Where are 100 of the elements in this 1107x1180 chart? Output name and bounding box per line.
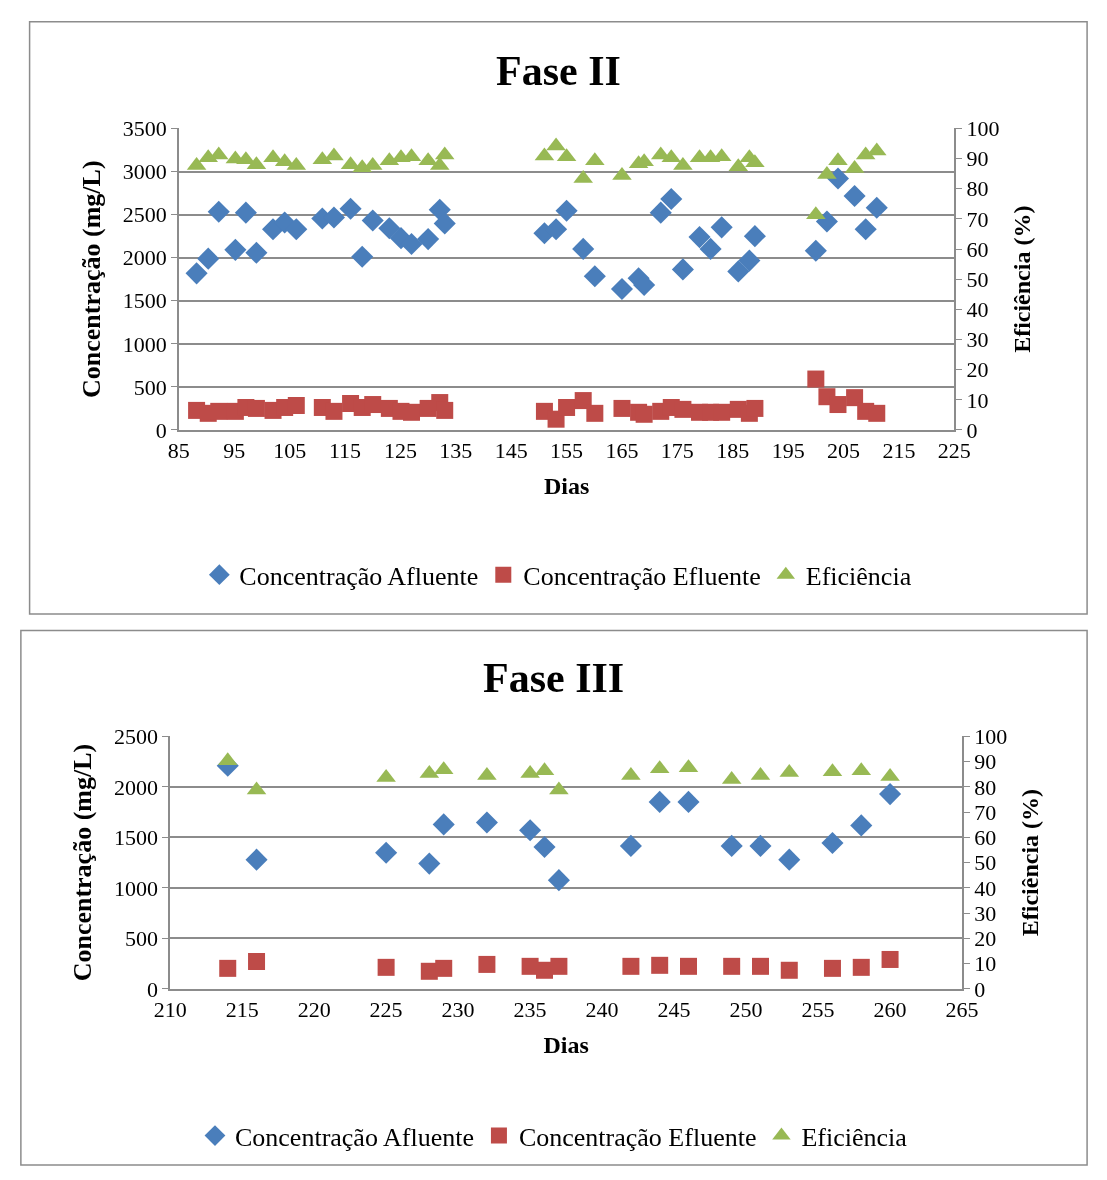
- y2-tick-label: 90: [974, 749, 997, 775]
- y2-tick-label: 30: [966, 327, 989, 353]
- x-tick-label: 125: [383, 438, 417, 464]
- point: [520, 764, 540, 778]
- point: [868, 404, 886, 422]
- point: [378, 217, 401, 240]
- point: [478, 955, 496, 973]
- point: [610, 277, 634, 301]
- point: [660, 187, 683, 210]
- x-axis-title: Dias: [543, 1031, 589, 1058]
- chart-title: Fase III: [483, 655, 625, 701]
- point: [285, 218, 308, 241]
- x-tick-label: 230: [441, 997, 475, 1023]
- y-tick-label: 2000: [114, 774, 158, 800]
- y-tick-label: 0: [155, 417, 167, 443]
- y2-tick-label: 50: [974, 850, 997, 876]
- y-tick-label: 500: [133, 374, 167, 400]
- point: [375, 841, 398, 864]
- y2-tick-label: 70: [974, 799, 997, 825]
- point: [671, 258, 694, 281]
- point: [364, 396, 382, 414]
- point: [558, 398, 576, 416]
- point: [843, 184, 866, 208]
- point: [418, 852, 441, 875]
- point: [245, 241, 268, 264]
- x-tick-label: 135: [439, 438, 473, 464]
- y2-tick-label: 40: [966, 297, 989, 323]
- y-tick-label: 1000: [114, 875, 158, 901]
- point: [710, 216, 733, 239]
- point: [519, 819, 542, 842]
- point: [351, 245, 374, 268]
- point: [436, 401, 454, 419]
- y2-tick-label: 30: [974, 900, 997, 926]
- point: [699, 237, 722, 260]
- chart-title: Fase II: [496, 48, 621, 94]
- point: [376, 768, 396, 782]
- point: [550, 957, 568, 975]
- point: [850, 814, 873, 837]
- x-tick-label: 220: [297, 997, 331, 1023]
- x-tick-label: 240: [585, 997, 619, 1023]
- x-tick-label: 185: [716, 438, 750, 464]
- point: [403, 403, 420, 421]
- point: [723, 957, 741, 975]
- point: [619, 834, 642, 857]
- x-tick-label: 105: [273, 438, 307, 464]
- y2-tick-label: 90: [966, 146, 989, 172]
- point: [807, 370, 825, 388]
- point: [325, 402, 343, 420]
- x-tick-label: 165: [605, 438, 639, 464]
- y2-tick-label: 20: [974, 926, 997, 952]
- legend-label: Eficiência: [801, 1122, 908, 1152]
- point: [854, 218, 877, 241]
- point: [219, 959, 237, 977]
- point: [881, 950, 899, 968]
- point: [679, 957, 697, 975]
- y2-tick-label: 100: [966, 116, 1000, 142]
- point: [713, 403, 731, 421]
- point: [751, 957, 769, 975]
- point: [224, 238, 247, 261]
- y2-tick-label: 80: [966, 176, 989, 202]
- y2-tick-label: 10: [966, 387, 989, 413]
- x-tick-label: 250: [729, 997, 763, 1023]
- x-tick-label: 115: [328, 438, 362, 464]
- legend-label: Concentração Afluente: [239, 561, 479, 591]
- y2-tick-label: 70: [966, 206, 989, 232]
- point: [651, 956, 669, 974]
- y2-tick-label: 50: [966, 266, 989, 292]
- x-tick-label: 255: [801, 997, 835, 1023]
- x-tick-label: 245: [657, 997, 691, 1023]
- point: [613, 399, 631, 417]
- point: [428, 198, 451, 221]
- point: [546, 137, 566, 151]
- legend-label: Concentração Efluente: [518, 1122, 757, 1152]
- y2-axis-title: Eficiência (%): [1009, 205, 1036, 353]
- y-tick-label: 1000: [122, 331, 167, 357]
- y-axis-title: Concentração (mg/L): [67, 743, 97, 982]
- point: [829, 396, 847, 414]
- x-tick-label: 225: [369, 997, 403, 1023]
- point: [245, 848, 268, 871]
- y-tick-label: 3000: [122, 159, 167, 185]
- y-axis-title: Concentração (mg/L): [76, 160, 106, 398]
- y-tick-label: 1500: [114, 825, 158, 851]
- point: [197, 247, 220, 270]
- point: [475, 811, 498, 834]
- point: [621, 766, 641, 780]
- y-tick-label: 500: [125, 926, 158, 952]
- y2-tick-label: 10: [974, 951, 997, 977]
- point: [622, 957, 640, 975]
- point: [432, 813, 455, 836]
- point: [400, 232, 423, 256]
- point: [477, 766, 497, 780]
- point: [377, 958, 395, 976]
- point: [248, 952, 266, 970]
- x-tick-label: 260: [873, 997, 907, 1023]
- y-tick-label: 1500: [122, 288, 167, 314]
- point: [545, 218, 568, 241]
- legend-label: Concentração Efluente: [523, 561, 761, 591]
- point: [586, 404, 604, 422]
- point: [879, 783, 902, 806]
- y-tick-label: 2500: [122, 202, 167, 228]
